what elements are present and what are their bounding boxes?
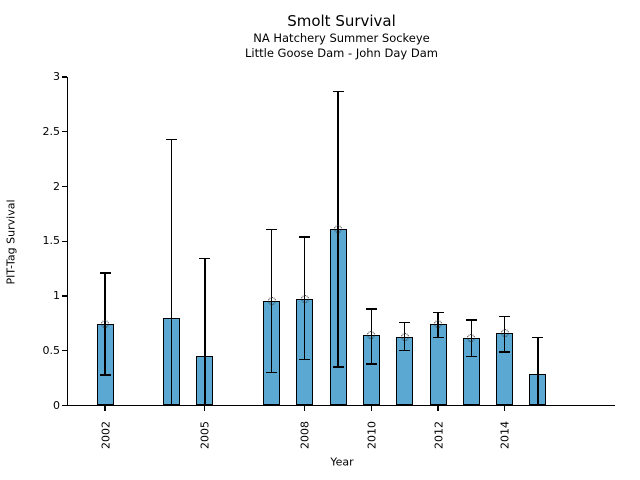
y-tick-label: 2.5 bbox=[42, 124, 61, 138]
errorbar-cap-low-2002 bbox=[99, 374, 111, 376]
x-tick bbox=[504, 406, 506, 412]
y-tick-label: 1.5 bbox=[42, 234, 61, 248]
errorbar-cap-low-2008 bbox=[299, 358, 311, 361]
x-tick bbox=[204, 406, 206, 412]
y-tick-label: 3 bbox=[53, 70, 60, 83]
errorbar-cap-low-2009 bbox=[332, 366, 344, 368]
marker-2002 bbox=[101, 320, 109, 329]
y-tick bbox=[61, 131, 67, 133]
x-tick-label: 2014 bbox=[498, 421, 512, 449]
errorbar-cap-low-2012 bbox=[432, 336, 444, 339]
errorbar-cap-high-2002 bbox=[99, 272, 111, 274]
x-tick-label: 2008 bbox=[298, 421, 312, 449]
y-tick bbox=[61, 404, 67, 407]
errorbar-cap-high-2015 bbox=[532, 336, 544, 339]
marker-2009 bbox=[334, 225, 343, 234]
x-tick bbox=[304, 406, 306, 412]
errorbar-cap-high-2010 bbox=[365, 308, 377, 310]
errorbar-cap-high-2004 bbox=[166, 138, 178, 141]
marker-2014 bbox=[500, 329, 509, 338]
errorbar-cap-high-2009 bbox=[332, 90, 344, 92]
y-tick-label: 0 bbox=[53, 398, 60, 412]
x-tick bbox=[437, 406, 439, 412]
y-tick bbox=[61, 295, 67, 297]
errorbar-cap-low-2007 bbox=[266, 371, 277, 374]
marker-2010 bbox=[367, 331, 376, 340]
errorbar-cap-low-2013 bbox=[465, 355, 477, 357]
x-axis-spine bbox=[68, 404, 615, 407]
y-tick-label: 0.5 bbox=[42, 343, 61, 357]
x-tick bbox=[370, 406, 372, 412]
y-tick bbox=[61, 76, 67, 78]
errorbar-cap-high-2014 bbox=[499, 316, 511, 318]
x-tick-label: 2002 bbox=[99, 421, 112, 449]
y-tick bbox=[61, 350, 67, 352]
errorbar-cap-high-2005 bbox=[199, 258, 211, 260]
errorbar-2015 bbox=[537, 337, 539, 406]
errorbar-cap-low-2014 bbox=[499, 351, 511, 353]
y-axis-spine bbox=[66, 77, 68, 407]
chart-subtitle-species: NA Hatchery Summer Sockeye bbox=[253, 31, 430, 45]
y-tick-label: 1 bbox=[53, 289, 60, 302]
y-axis-label: PIT-Tag Survival bbox=[4, 199, 18, 285]
errorbar-cap-low-2010 bbox=[365, 363, 377, 365]
x-tick-label: 2005 bbox=[198, 421, 212, 449]
x-tick-label: 2012 bbox=[432, 421, 445, 449]
x-tick bbox=[104, 406, 106, 412]
chart-title-block: Smolt Survival NA Hatchery Summer Sockey… bbox=[68, 12, 615, 60]
marker-2008 bbox=[300, 295, 309, 304]
x-axis-label: Year bbox=[330, 455, 354, 469]
errorbar-cap-low-2011 bbox=[399, 350, 411, 352]
chart-title: Smolt Survival bbox=[287, 12, 396, 30]
errorbar-2005 bbox=[204, 258, 206, 406]
marker-2013 bbox=[467, 333, 476, 342]
marker-2012 bbox=[434, 320, 442, 329]
chart-subtitle-reach: Little Goose Dam - John Day Dam bbox=[245, 45, 438, 60]
errorbar-cap-high-2008 bbox=[299, 236, 311, 238]
y-tick bbox=[61, 240, 67, 242]
marker-2011 bbox=[400, 332, 409, 341]
y-tick-label: 2 bbox=[53, 179, 60, 193]
errorbar-2004 bbox=[170, 139, 173, 406]
errorbar-cap-high-2011 bbox=[399, 321, 411, 323]
errorbar-cap-high-2012 bbox=[432, 311, 444, 314]
x-tick-label: 2010 bbox=[365, 421, 379, 449]
y-tick bbox=[61, 185, 67, 188]
errorbar-cap-high-2007 bbox=[266, 228, 277, 230]
errorbar-cap-high-2013 bbox=[465, 319, 477, 321]
marker-2007 bbox=[267, 297, 276, 306]
